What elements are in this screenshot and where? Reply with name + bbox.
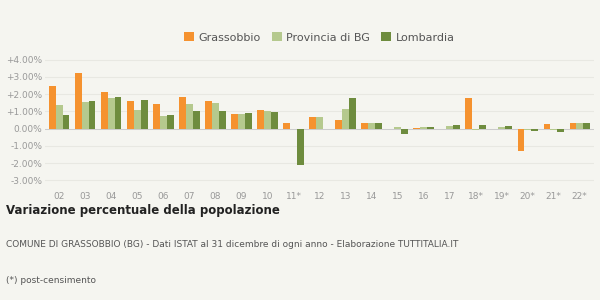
Bar [219, 110, 226, 129]
Bar [245, 113, 251, 129]
Bar [401, 129, 408, 134]
Bar [388, 129, 394, 130]
Bar [283, 124, 290, 129]
Bar [82, 102, 89, 129]
Bar [257, 110, 264, 129]
Bar [108, 98, 115, 129]
Bar [550, 129, 557, 130]
Bar [524, 129, 531, 130]
Bar [453, 125, 460, 129]
Bar [193, 111, 200, 129]
Bar [446, 126, 453, 129]
Bar [349, 98, 356, 129]
Bar [167, 115, 173, 129]
Bar [115, 97, 121, 129]
Bar [316, 116, 323, 129]
Bar [205, 101, 212, 129]
Bar [238, 114, 245, 129]
Bar [297, 129, 304, 165]
Bar [290, 129, 297, 130]
Bar [231, 114, 238, 129]
Bar [335, 120, 342, 129]
Text: COMUNE DI GRASSOBBIO (BG) - Dati ISTAT al 31 dicembre di ogni anno - Elaborazion: COMUNE DI GRASSOBBIO (BG) - Dati ISTAT a… [6, 240, 458, 249]
Text: Variazione percentuale della popolazione: Variazione percentuale della popolazione [6, 204, 280, 217]
Bar [56, 105, 62, 129]
Bar [127, 101, 134, 129]
Bar [141, 100, 148, 129]
Bar [75, 74, 82, 129]
Bar [439, 129, 446, 130]
Bar [342, 109, 349, 129]
Bar [498, 127, 505, 129]
Bar [394, 127, 401, 129]
Text: (*) post-censimento: (*) post-censimento [6, 276, 96, 285]
Bar [531, 129, 538, 131]
Bar [310, 117, 316, 129]
Bar [49, 85, 56, 129]
Bar [544, 124, 550, 129]
Bar [505, 126, 512, 129]
Bar [101, 92, 108, 129]
Bar [271, 112, 278, 129]
Bar [479, 125, 486, 129]
Bar [375, 124, 382, 129]
Bar [264, 110, 271, 129]
Bar [420, 127, 427, 129]
Bar [583, 123, 590, 129]
Bar [323, 129, 329, 130]
Bar [368, 123, 375, 129]
Bar [472, 129, 479, 130]
Bar [160, 116, 167, 129]
Bar [62, 115, 70, 129]
Bar [518, 129, 524, 151]
Bar [179, 97, 186, 129]
Bar [134, 110, 141, 129]
Bar [577, 123, 583, 129]
Bar [427, 127, 434, 129]
Legend: Grassobbio, Provincia di BG, Lombardia: Grassobbio, Provincia di BG, Lombardia [184, 32, 455, 43]
Bar [153, 104, 160, 129]
Bar [466, 98, 472, 129]
Bar [569, 123, 577, 129]
Bar [89, 101, 95, 129]
Bar [186, 104, 193, 129]
Bar [212, 103, 219, 129]
Bar [413, 128, 420, 129]
Bar [361, 123, 368, 129]
Bar [557, 129, 564, 132]
